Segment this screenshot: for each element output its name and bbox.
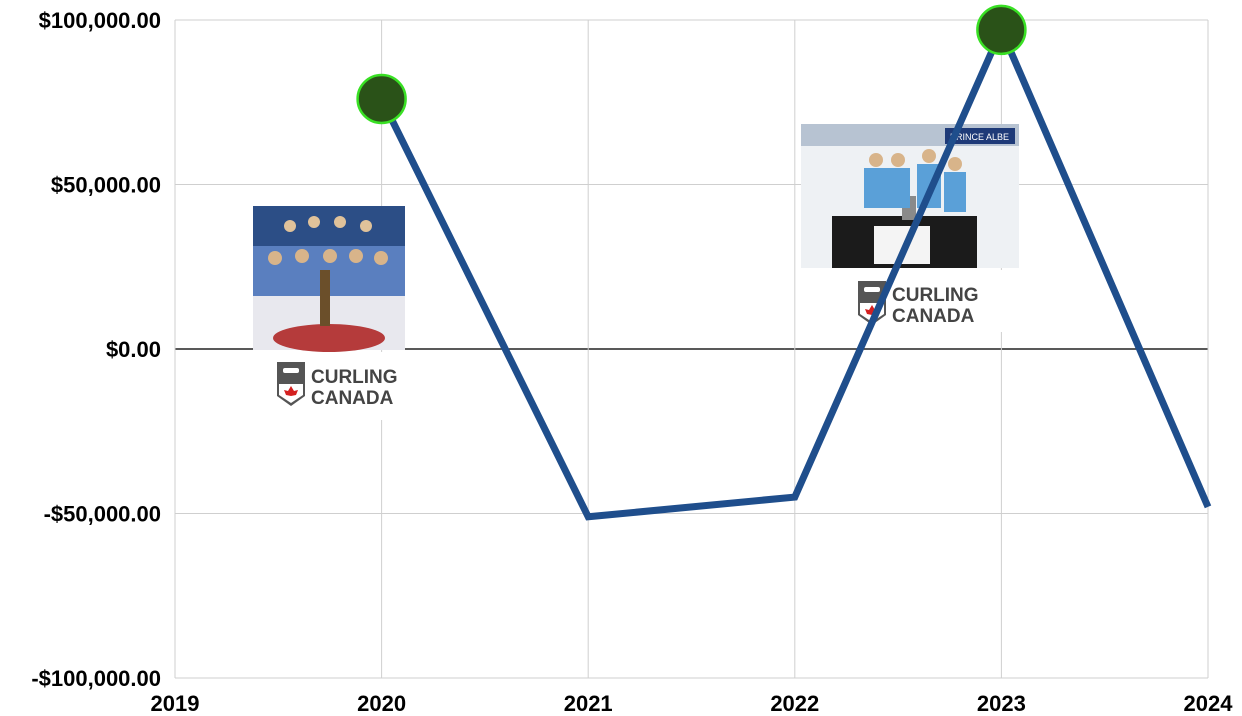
data-point-marker bbox=[976, 4, 1027, 56]
curling-canada-logo-2023: CURLING CANADA bbox=[801, 270, 1019, 332]
team-photo-2020 bbox=[253, 206, 405, 352]
svg-text:CURLING: CURLING bbox=[311, 367, 398, 388]
team-photo-2023: PRINCE ALBE bbox=[801, 124, 1019, 268]
series-line-group bbox=[378, 21, 1212, 521]
svg-text:CANADA: CANADA bbox=[892, 306, 975, 327]
svg-text:PRINCE ALBE: PRINCE ALBE bbox=[950, 132, 1009, 142]
data-point-marker bbox=[356, 73, 407, 125]
x-axis-tick-labels: 2019 2020 2021 2022 2023 2024 bbox=[151, 691, 1234, 716]
y-tick-label: -$50,000.00 bbox=[44, 502, 161, 527]
y-tick-label: $50,000.00 bbox=[51, 173, 161, 198]
svg-text:CANADA: CANADA bbox=[311, 388, 394, 409]
annotation-2020: CURLING CANADA bbox=[253, 206, 405, 420]
highlight-markers bbox=[356, 4, 1027, 125]
svg-text:CURLING: CURLING bbox=[892, 285, 979, 306]
x-tick-label: 2024 bbox=[1184, 691, 1234, 716]
x-tick-label: 2023 bbox=[977, 691, 1026, 716]
curling-canada-logo-2020: CURLING CANADA bbox=[253, 352, 405, 420]
x-tick-label: 2019 bbox=[151, 691, 200, 716]
y-axis-tick-labels: -$100,000.00 -$50,000.00 $0.00 $50,000.00 $1… bbox=[31, 8, 161, 691]
x-tick-label: 2022 bbox=[770, 691, 819, 716]
y-tick-label: $100,000.00 bbox=[39, 8, 161, 33]
x-tick-label: 2021 bbox=[564, 691, 613, 716]
y-tick-label: -$100,000.00 bbox=[31, 666, 161, 691]
y-tick-label: $0.00 bbox=[106, 337, 161, 362]
x-tick-label: 2020 bbox=[357, 691, 406, 716]
series-line bbox=[378, 21, 1212, 521]
